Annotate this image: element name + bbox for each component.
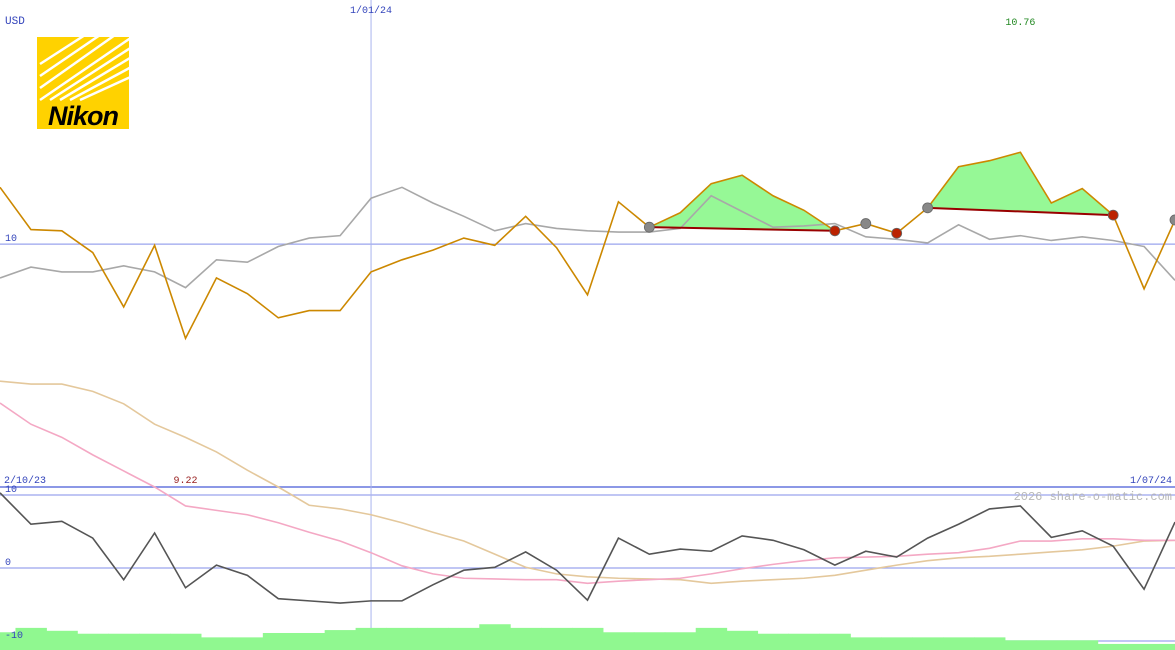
trend-fill <box>927 152 1114 216</box>
fill-layer <box>649 152 1114 231</box>
y-tick-label: 10 <box>5 485 17 496</box>
volume-bar <box>850 637 882 650</box>
volume-bar <box>170 633 202 650</box>
series-line <box>0 492 1175 604</box>
y-tick-label: 10 <box>5 234 17 245</box>
volume-bar <box>541 627 573 650</box>
volume-bar <box>726 630 759 650</box>
volume-bar <box>139 633 171 650</box>
volume-bar <box>0 632 16 650</box>
label-layer: USD 10 10 0 -10 2/10/23 1/01/24 1/07/24 10.76 9.2… <box>4 5 1172 642</box>
volume-bar <box>77 633 109 650</box>
volume-bar <box>293 632 326 650</box>
volume-bar <box>695 627 728 650</box>
x-tick-label: 1/01/24 <box>350 5 392 17</box>
volume-bar <box>819 633 851 650</box>
signal-marker <box>643 221 655 233</box>
volume-bar <box>633 632 666 650</box>
logo-text: Nikon <box>48 101 119 131</box>
signal-marker <box>829 225 841 237</box>
volume-bar <box>1066 640 1099 650</box>
logo: Nikon <box>37 37 129 131</box>
signal-marker <box>922 202 934 214</box>
volume-bar <box>602 632 635 650</box>
volume-bar <box>1004 640 1037 650</box>
volume-bar <box>417 627 449 650</box>
signal-marker <box>1107 209 1119 221</box>
watermark: 2026 share-o-matic.com <box>1014 490 1172 504</box>
series-line <box>0 380 1175 585</box>
volume-bar <box>1159 643 1175 650</box>
volume-bar <box>108 633 140 650</box>
series-line <box>0 151 1175 341</box>
signal-marker <box>891 227 903 239</box>
y-axis-label: USD <box>5 16 25 28</box>
volume-bar <box>572 627 604 650</box>
logo-rays <box>39 37 129 102</box>
volume-bar <box>355 627 388 650</box>
volume-bar <box>757 633 789 650</box>
volume-bar <box>1128 643 1161 650</box>
volume-bar <box>324 630 357 650</box>
volume-bar <box>1035 640 1068 650</box>
logo-box <box>37 37 129 129</box>
volume-bar <box>386 627 418 650</box>
signal-marker <box>1169 214 1175 226</box>
volume-bar <box>231 637 264 650</box>
volume-bar <box>46 630 78 650</box>
x-tick-label: 2/10/23 <box>4 475 46 487</box>
volume-bar <box>974 637 1006 650</box>
series-line <box>0 402 1175 585</box>
line-layer <box>0 151 1175 604</box>
volume-bar <box>510 627 542 650</box>
max-label: 10.76 <box>1005 18 1035 29</box>
volume-bar <box>881 637 913 650</box>
x-tick-label: 1/07/24 <box>1130 475 1172 487</box>
trend-fill <box>649 175 835 231</box>
min-label: 9.22 <box>174 476 198 487</box>
volume-bar <box>664 632 697 650</box>
volume-bar <box>448 627 480 650</box>
volume-bar <box>15 627 47 650</box>
trend-line <box>927 206 1114 217</box>
trend-line <box>649 226 835 232</box>
signal-marker <box>860 218 872 229</box>
y-tick-label: -10 <box>5 631 23 642</box>
volume-bar <box>912 637 944 650</box>
volume-bar <box>943 637 975 650</box>
volume-bar <box>788 633 820 650</box>
series-line <box>0 186 1175 289</box>
volume-bar <box>1097 643 1130 650</box>
volume-bar <box>479 624 511 650</box>
volume-bar <box>200 637 233 650</box>
volume-bar <box>262 632 295 650</box>
y-tick-label: 0 <box>5 558 11 569</box>
